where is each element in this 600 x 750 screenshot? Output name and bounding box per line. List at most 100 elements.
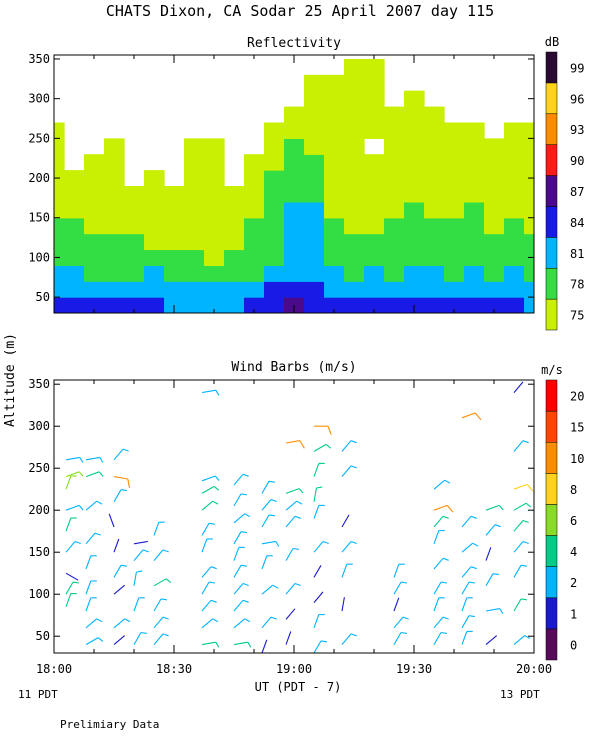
- reflectivity-cell: [384, 154, 405, 171]
- reflectivity-cell: [404, 217, 425, 235]
- reflectivity-cell: [344, 249, 365, 266]
- wind-barb-shaft: [113, 618, 126, 629]
- reflectivity-cell: [204, 154, 225, 171]
- reflectivity-cell: [304, 154, 325, 171]
- wind-barb: [233, 531, 247, 545]
- wind-barb: [113, 448, 129, 461]
- reflectivity-cell: [244, 249, 265, 266]
- reflectivity-cell: [344, 59, 365, 76]
- wind-barb-shaft: [233, 547, 240, 561]
- wind-barb: [461, 630, 473, 645]
- wind-barb: [513, 440, 529, 452]
- wind-barb: [433, 515, 449, 528]
- wind-barb: [201, 599, 217, 612]
- y-axis-label: Altitude (m): [3, 333, 18, 427]
- wind-barb-shaft: [485, 608, 500, 612]
- reflectivity-cell: [284, 233, 305, 251]
- wind-barb-flag: [244, 618, 251, 623]
- reflectivity-cell: [84, 249, 105, 266]
- wind-barb-shaft: [285, 440, 300, 444]
- wind-barb-flag: [240, 531, 247, 534]
- wind-barb-shaft: [153, 598, 162, 612]
- reflectivity-cell: [264, 233, 285, 251]
- reflectivity-cell: [164, 201, 185, 219]
- reflectivity-cell: [304, 138, 325, 155]
- reflectivity-cell: [484, 201, 505, 219]
- wind-barb: [201, 500, 219, 511]
- reflectivity-cell: [364, 106, 385, 124]
- wind-barb: [461, 597, 473, 612]
- wind-barb: [433, 479, 451, 490]
- reflectivity-cell: [224, 249, 245, 266]
- wind-barb-shaft: [313, 443, 327, 452]
- reflectivity-cell: [464, 170, 485, 187]
- wind-barb-shaft: [261, 499, 272, 511]
- wind-barb: [285, 631, 292, 645]
- wind-barb-shaft: [201, 641, 216, 646]
- reflectivity-cell: [404, 106, 425, 124]
- wind-barb: [201, 618, 219, 629]
- reflectivity-cell: [164, 233, 185, 251]
- wind-barb: [65, 471, 84, 478]
- wind-barb: [485, 524, 501, 536]
- reflectivity-cell: [464, 154, 485, 171]
- reflectivity-cell: [444, 233, 465, 251]
- wind-barb: [513, 598, 527, 612]
- reflectivity-cell: [424, 154, 445, 171]
- reflectivity-cell: [404, 233, 425, 251]
- reflectivity-cell: [54, 281, 65, 298]
- reflectivity-cell: [184, 170, 205, 187]
- wind-barb: [461, 412, 482, 421]
- reflectivity-cell: [524, 201, 534, 219]
- wind-barb: [201, 475, 220, 482]
- wind-barb-flag: [99, 457, 104, 463]
- reflectivity-cell: [124, 217, 145, 235]
- wind-barb-flag: [124, 618, 131, 623]
- reflectivity-cell: [244, 217, 265, 235]
- reflectivity-cell: [384, 106, 405, 124]
- wind-barb: [485, 608, 504, 614]
- wind-barb-flag: [298, 488, 304, 494]
- wind-barb-shaft: [433, 504, 448, 511]
- wind-barb-flag: [268, 514, 275, 517]
- wind-barb-flag: [98, 471, 104, 477]
- reflectivity-cell: [84, 233, 105, 251]
- wind-barb-flag: [327, 426, 332, 435]
- wind-barb: [85, 532, 101, 545]
- wind-barb: [393, 616, 409, 629]
- colorbar-swatch: [545, 473, 558, 505]
- wind-barb-flag: [520, 564, 527, 567]
- wind-barb-shaft: [485, 504, 500, 511]
- reflectivity-cell: [484, 154, 505, 171]
- wind-barb: [393, 563, 405, 578]
- wind-barb: [153, 578, 172, 587]
- reflectivity-cell: [84, 265, 105, 282]
- reflectivity-cell: [504, 154, 525, 171]
- wind-barb-shaft: [85, 637, 99, 646]
- reflectivity-cell: [244, 297, 265, 313]
- reflectivity-cell: [444, 281, 465, 298]
- wind-barb: [201, 522, 215, 536]
- wind-barb: [485, 573, 499, 587]
- reflectivity-cell: [344, 201, 365, 219]
- wind-barb-shaft: [65, 471, 80, 478]
- wind-barb-flag: [402, 616, 409, 620]
- colorbar-swatch: [545, 267, 558, 300]
- y-tick-label: 150: [28, 211, 50, 225]
- wind-barb-shaft: [113, 565, 122, 578]
- colorbar-label: 0: [570, 638, 577, 652]
- reflectivity-cell: [484, 217, 505, 235]
- wind-barb-shaft: [393, 581, 402, 595]
- wind-barb: [285, 500, 303, 511]
- wind-barb: [461, 615, 475, 629]
- reflectivity-cell: [384, 265, 405, 282]
- reflectivity-cell: [404, 186, 425, 203]
- reflectivity-cell: [204, 281, 225, 298]
- wind-barb-shaft: [113, 635, 126, 646]
- wind-barb-flag: [268, 480, 275, 483]
- wind-barb-flag: [446, 505, 454, 513]
- wind-barb-shaft: [513, 520, 524, 532]
- wind-barb: [285, 547, 299, 561]
- wind-barb: [153, 598, 167, 612]
- wind-barb-flag: [136, 570, 143, 573]
